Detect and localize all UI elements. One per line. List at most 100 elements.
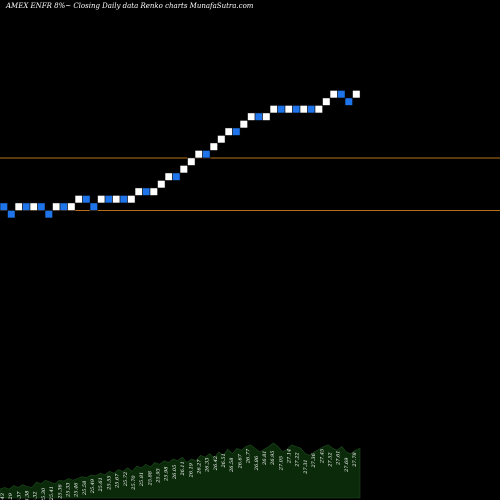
volume-area-path (0, 442, 361, 499)
renko-brick-down (89, 202, 98, 211)
volume-label: 25.61 (98, 477, 104, 492)
volume-label: 25.30 (41, 487, 47, 500)
volume-label: 25.70 (131, 475, 137, 491)
renko-brick-up (314, 105, 323, 114)
volume-label: 25.37 (16, 491, 22, 500)
volume-label: 26.58 (229, 458, 235, 473)
renko-brick-up (322, 97, 331, 106)
renko-brick-down (44, 210, 53, 219)
renko-brick-up (269, 105, 278, 114)
volume-label: 27.45 (319, 449, 325, 464)
renko-brick-up (262, 112, 271, 121)
volume-label: 27.69 (344, 457, 350, 473)
volume-label: 26.86 (254, 455, 260, 471)
renko-brick-up (164, 172, 173, 181)
volume-label: 25.55 (106, 475, 112, 490)
renko-brick-up (112, 195, 121, 204)
volume-label: 27.78 (352, 452, 358, 467)
renko-brick-down (37, 202, 46, 211)
renko-brick-up (67, 202, 76, 211)
volume-label: 26.05 (172, 465, 178, 480)
renko-bricks (0, 90, 361, 219)
renko-brick-down (59, 202, 68, 211)
volume-label: 25.33 (66, 483, 72, 498)
volume-label: 25.72 (123, 472, 129, 487)
renko-brick-up (284, 105, 293, 114)
renko-brick-up (239, 120, 248, 129)
volume-label: 27.52 (327, 452, 333, 467)
volume-label: 26.19 (188, 462, 194, 478)
volume-labels: 25.4325.2925.3725.3825.3225.3025.4125.36… (0, 448, 358, 500)
chart-title: AMEX ENFR 8%~ Closing Daily data Renko c… (5, 2, 254, 10)
renko-brick-down (142, 187, 151, 196)
volume-label: 25.81 (139, 472, 145, 487)
volume-label: 26.27 (197, 459, 203, 475)
renko-brick-up (134, 187, 143, 196)
volume-label: 27.31 (303, 459, 309, 474)
volume-label: 25.46 (74, 482, 80, 498)
volume-label: 25.29 (8, 492, 14, 500)
volume-label: 25.43 (0, 493, 6, 500)
volume-label: 27.36 (311, 452, 317, 468)
renko-brick-down (0, 202, 8, 211)
volume-label: 26.33 (205, 458, 211, 473)
volume-label: 25.88 (147, 471, 153, 486)
volume-label: 25.41 (49, 486, 55, 500)
volume-label: 27.14 (287, 449, 293, 464)
renko-brick-up (149, 187, 158, 196)
reference-lines (0, 157, 500, 211)
renko-brick-down (7, 210, 16, 219)
renko-brick-down (292, 105, 301, 114)
volume-label: 27.05 (278, 456, 284, 471)
renko-brick-up (352, 90, 361, 99)
volume-label: 26.67 (237, 453, 243, 469)
renko-brick-down (307, 105, 316, 114)
volume-label: 25.67 (115, 473, 121, 489)
renko-brick-up (224, 127, 233, 136)
volume-label: 25.93 (156, 468, 162, 483)
volume-label: 25.58 (82, 481, 88, 496)
volume-label: 26.95 (270, 451, 276, 466)
volume-label: 27.22 (295, 452, 301, 467)
renko-brick-up (179, 165, 188, 174)
renko-brick-down (202, 150, 211, 159)
volume-label: 25.32 (33, 491, 39, 500)
volume-label: 26.51 (221, 453, 227, 468)
renko-brick-up (209, 142, 218, 151)
volume-label: 26.42 (213, 456, 219, 471)
renko-brick-up (29, 202, 38, 211)
renko-brick-up (157, 180, 166, 189)
volume-label: 27.61 (336, 451, 342, 466)
renko-brick-up (97, 195, 106, 204)
volume-label: 25.38 (25, 491, 31, 500)
renko-brick-up (247, 112, 256, 121)
volume-label: 26.11 (180, 461, 186, 476)
renko-brick-up (14, 202, 23, 211)
renko-brick-down (337, 90, 346, 99)
renko-brick-down (172, 172, 181, 181)
renko-brick-up (74, 195, 83, 204)
renko-brick-down (232, 127, 241, 136)
renko-brick-up (329, 90, 338, 99)
renko-brick-down (82, 195, 91, 204)
volume-label: 26.81 (262, 451, 268, 466)
renko-brick-up (127, 195, 136, 204)
renko-brick-up (217, 135, 226, 144)
renko-brick-down (104, 195, 113, 204)
renko-brick-down (22, 202, 31, 211)
renko-brick-down (344, 97, 353, 106)
renko-brick-down (119, 195, 128, 204)
volume-label: 25.36 (57, 483, 63, 499)
renko-brick-up (299, 105, 308, 114)
volume-label: 26.77 (246, 448, 252, 464)
volume-area (0, 442, 361, 499)
renko-brick-down (254, 112, 263, 121)
renko-brick-up (52, 202, 61, 211)
renko-brick-down (277, 105, 286, 114)
renko-brick-up (194, 150, 203, 159)
volume-label: 25.49 (90, 478, 96, 494)
renko-brick-up (187, 157, 196, 166)
volume-label: 25.98 (164, 467, 170, 482)
